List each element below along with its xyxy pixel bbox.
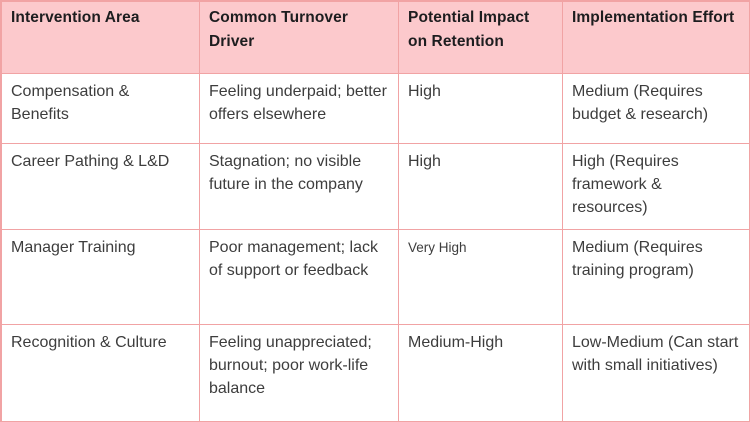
header-label: Potential Impact on Retention [408,9,530,50]
cell-intervention-area: Compensation & Benefits [1,73,200,144]
header-impact: Potential Impact on Retention [398,1,563,74]
header-row: Intervention Area Common Turnover Driver… [1,1,749,74]
header-intervention-area: Intervention Area [1,1,200,74]
header-effort: Implementation Effort [562,1,749,74]
table-row-compensation: Compensation & Benefits Feeling underpai… [1,73,749,144]
cell-intervention-area: Career Pathing & L&D [1,143,200,230]
cell-impact: High [398,143,563,230]
cell-impact: High [398,73,563,144]
cell-effort: Medium (Requires budget & research) [562,73,749,144]
cell-effort: Low-Medium (Can start with small initiat… [562,324,749,421]
table-row-career-pathing: Career Pathing & L&D Stagnation; no visi… [1,143,749,230]
table-row-recognition-culture: Recognition & Culture Feeling unapprecia… [1,324,749,421]
header-label: Common Turnover Driver [209,9,348,50]
cell-turnover-driver: Feeling underpaid; better offers elsewhe… [199,73,399,144]
header-label: Intervention Area [11,9,140,26]
cell-turnover-driver: Feeling unappreciated; burnout; poor wor… [199,324,399,421]
cell-intervention-area: Recognition & Culture [1,324,200,421]
cell-effort: Medium (Requires training program) [562,229,749,325]
header-label: Implementation Effort [572,9,735,26]
table-row-manager-training: Manager Training Poor management; lack o… [1,229,749,325]
cell-intervention-area: Manager Training [1,229,200,325]
header-turnover-driver: Common Turnover Driver [199,1,399,74]
cell-impact: Very High [398,229,563,325]
cell-impact: Medium-High [398,324,563,421]
cell-turnover-driver: Stagnation; no visible future in the com… [199,143,399,230]
cell-effort: High (Requires framework & resources) [562,143,749,230]
cell-turnover-driver: Poor management; lack of support or feed… [199,229,399,325]
